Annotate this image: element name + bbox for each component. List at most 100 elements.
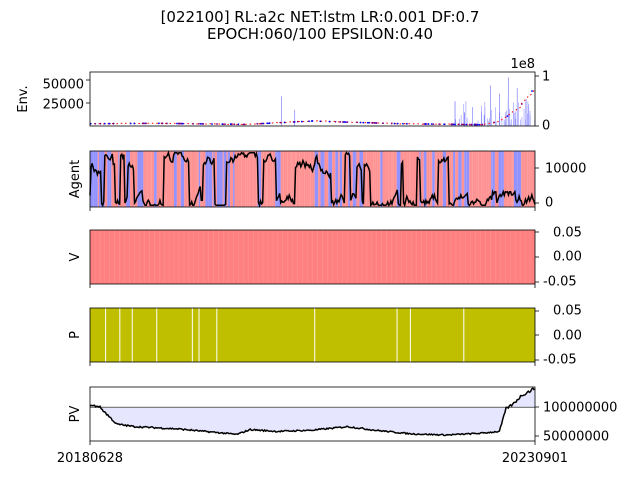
env-frame (89, 71, 536, 127)
agent-action-band (151, 151, 155, 207)
agent-action-band (263, 151, 267, 207)
env-action-point (493, 121, 496, 124)
policy-right-tick-0: 0.05 (553, 304, 582, 319)
agent-action-band (342, 151, 346, 207)
agent-action-band (98, 151, 101, 207)
env-action-point (259, 122, 262, 125)
agent-action-band (212, 151, 214, 207)
env-action-point (266, 122, 269, 125)
agent-action-band (292, 151, 296, 207)
env-action-point (531, 90, 533, 92)
agent-panel: Agent 10000 0 (68, 150, 586, 211)
value-panel: V 0.05 0.00 -0.05 (68, 226, 582, 290)
agent-action-band (90, 151, 94, 207)
agent-right-tick-0: 10000 (545, 162, 586, 177)
agent-action-band (301, 151, 305, 207)
agent-action-band (147, 151, 151, 207)
agent-action-band (190, 151, 192, 207)
env-offset-label: 1e8 (510, 57, 535, 72)
agent-action-band (318, 151, 321, 207)
agent-action-band (388, 151, 392, 207)
agent-action-band (118, 151, 120, 207)
env-action-point (371, 121, 374, 124)
agent-action-band (494, 151, 499, 207)
env-action-point (362, 121, 365, 124)
agent-action-band (154, 151, 157, 207)
agent-action-band (233, 151, 235, 207)
env-action-point (382, 122, 384, 125)
agent-action-band (400, 151, 404, 207)
agent-action-band (247, 151, 250, 207)
agent-action-band (405, 151, 408, 207)
env-action-point (476, 123, 479, 126)
agent-action-band (168, 151, 172, 207)
agent-action-band (259, 151, 262, 207)
agent-action-band (507, 151, 509, 207)
agent-action-band (104, 151, 108, 207)
agent-action-band (137, 151, 139, 207)
env-action-point (311, 120, 314, 122)
agent-action-band (314, 151, 319, 207)
env-action-point (179, 122, 182, 125)
env-price-line (89, 87, 536, 126)
agent-action-band (324, 151, 329, 207)
agent-action-band (270, 151, 273, 207)
agent-action-band (392, 151, 394, 207)
env-action-point (424, 123, 427, 125)
agent-action-band (407, 151, 410, 207)
agent-action-band (370, 151, 374, 207)
env-action-point (375, 122, 378, 124)
env-action-point (99, 122, 102, 125)
agent-action-band (446, 151, 450, 207)
agent-action-band (180, 151, 185, 207)
agent-action-band (111, 151, 115, 207)
agent-action-band (176, 151, 181, 207)
pv-xtick-0: 20180628 (57, 451, 123, 466)
agent-action-band (214, 151, 217, 207)
agent-action-band (308, 151, 311, 207)
env-action-point (165, 122, 168, 125)
agent-action-band (195, 151, 198, 207)
agent-action-band (156, 151, 161, 207)
env-action-point (346, 121, 349, 124)
env-action-point (181, 122, 184, 125)
value-right-tick-2: -0.05 (543, 275, 577, 290)
env-action-point (233, 123, 236, 126)
agent-action-band (208, 151, 213, 207)
agent-action-band (95, 151, 98, 207)
env-action-point (474, 123, 477, 126)
agent-action-band (481, 151, 484, 207)
env-action-point (470, 123, 473, 126)
agent-action-band (488, 151, 492, 207)
agent-action-band (382, 151, 386, 207)
env-action-point (133, 122, 136, 125)
env-action-point (402, 122, 404, 125)
env-action-point (221, 123, 224, 125)
env-action-point (308, 120, 310, 123)
agent-action-band (511, 151, 513, 207)
agent-action-band (141, 151, 144, 207)
agent-action-band (432, 151, 435, 207)
agent-action-band (291, 151, 293, 207)
agent-action-band (280, 151, 284, 207)
agent-action-band (191, 151, 196, 207)
env-action-point (457, 123, 460, 126)
pv-loss-area (90, 388, 535, 436)
policy-right-tick-2: -0.05 (543, 353, 577, 368)
agent-action-band (166, 151, 169, 207)
env-action-point (198, 122, 200, 125)
agent-action-band (205, 151, 209, 207)
policy-fill (90, 308, 535, 362)
agent-action-band (219, 151, 223, 207)
env-action-point (237, 123, 240, 126)
agent-action-band (171, 151, 175, 207)
agent-action-band (223, 151, 227, 207)
agent-action-band (427, 151, 430, 207)
agent-action-band (529, 151, 532, 207)
policy-ylabel: P (68, 331, 83, 339)
env-action-point (359, 121, 362, 124)
agent-action-band (472, 151, 477, 207)
env-action-point (243, 123, 246, 126)
env-action-point (296, 120, 299, 123)
pv-line (89, 387, 536, 437)
